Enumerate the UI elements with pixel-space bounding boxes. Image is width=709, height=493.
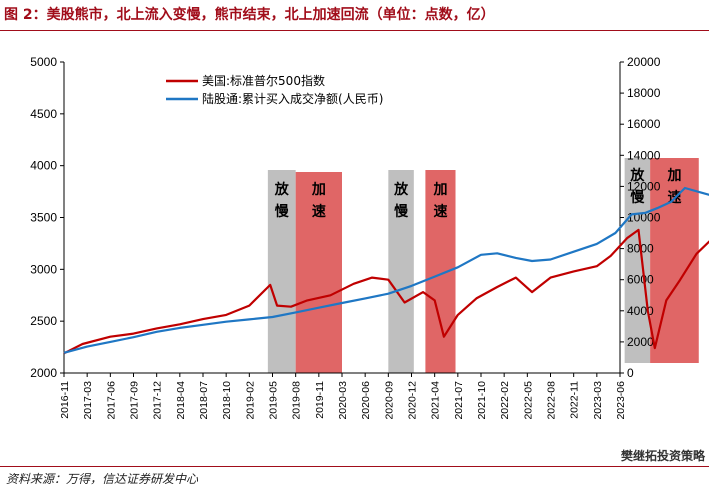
left-tick-label: 5000	[30, 55, 57, 69]
region-label: 速	[433, 203, 447, 220]
footer-divider	[0, 466, 709, 467]
right-tick-label: 0	[627, 366, 634, 380]
figure-title: 图 2：美股熊市，北上流入变慢，熊市结束，北上加速回流（单位：点数，亿）	[4, 7, 495, 23]
shaded-region-slow-1	[267, 170, 296, 373]
left-tick-label: 3000	[30, 262, 57, 276]
northbound-series-line	[63, 186, 709, 354]
x-tick-label: 2018-10	[221, 381, 233, 420]
title-divider	[0, 30, 709, 31]
x-tick-label: 2017-06	[105, 381, 117, 420]
region-label: 加	[432, 182, 447, 198]
region-label: 加	[666, 168, 681, 184]
right-tick-label: 4000	[627, 304, 654, 318]
left-tick-label: 3500	[30, 211, 57, 225]
region-label: 放	[274, 181, 290, 198]
shaded-region-fast-2	[295, 172, 342, 373]
x-tick-label: 2021-10	[476, 381, 488, 420]
x-tick-label: 2017-09	[129, 381, 141, 420]
x-tick-label: 2019-02	[244, 381, 256, 420]
right-tick-label: 14000	[627, 148, 661, 162]
shaded-region-slow-3	[388, 170, 414, 373]
region-label: 速	[312, 203, 326, 220]
x-tick-label: 2021-04	[430, 381, 442, 420]
legend-label-2: 陆股通:累计买入成交净额(人民币)	[202, 91, 383, 106]
watermark: 樊继拓投资策略	[620, 449, 705, 463]
shaded-region-fast-6	[650, 158, 699, 363]
shaded-region-slow-5	[624, 158, 651, 363]
left-tick-label: 4500	[30, 107, 57, 121]
x-tick-label: 2023-06	[615, 381, 627, 420]
x-tick-label: 2022-02	[499, 381, 511, 420]
x-tick-label: 2019-05	[268, 381, 280, 420]
region-label: 慢	[394, 203, 409, 220]
legend-label-1: 美国:标准普尔500指数	[202, 73, 325, 88]
region-label: 放	[629, 167, 645, 184]
x-tick-label: 2020-09	[383, 381, 395, 420]
region-label: 慢	[275, 203, 290, 220]
x-tick-label: 2017-03	[82, 381, 94, 420]
region-label: 放	[393, 181, 409, 198]
region-label: 加	[311, 182, 326, 198]
x-tick-label: 2020-12	[407, 381, 419, 420]
x-tick-label: 2019-08	[291, 381, 303, 420]
spx-series-line	[63, 228, 709, 355]
x-tick-label: 2021-07	[453, 381, 465, 420]
x-tick-label: 2022-05	[522, 381, 534, 420]
x-tick-label: 2020-03	[337, 381, 349, 420]
right-tick-label: 20000	[627, 55, 661, 69]
left-tick-label: 2000	[30, 366, 57, 380]
x-tick-label: 2020-06	[360, 381, 372, 420]
x-tick-label: 2022-11	[569, 381, 581, 419]
left-tick-label: 4000	[30, 159, 57, 173]
left-tick-label: 2500	[30, 314, 57, 328]
shaded-region-fast-4	[425, 170, 456, 373]
x-tick-label: 2018-07	[198, 381, 210, 420]
x-tick-label: 2016-11	[59, 381, 71, 419]
x-tick-label: 2022-08	[546, 381, 558, 420]
region-label: 慢	[630, 189, 645, 206]
x-tick-label: 2023-03	[592, 381, 604, 420]
x-tick-label: 2018-04	[175, 381, 187, 420]
right-tick-label: 12000	[627, 179, 661, 193]
right-tick-label: 18000	[627, 86, 661, 100]
right-tick-label: 2000	[627, 335, 654, 349]
x-tick-label: 2019-11	[314, 381, 326, 419]
right-tick-label: 16000	[627, 117, 661, 131]
source-note: 资料来源：万得，信达证券研发中心	[6, 472, 199, 486]
x-tick-label: 2017-12	[152, 381, 164, 420]
right-tick-label: 6000	[627, 273, 654, 287]
